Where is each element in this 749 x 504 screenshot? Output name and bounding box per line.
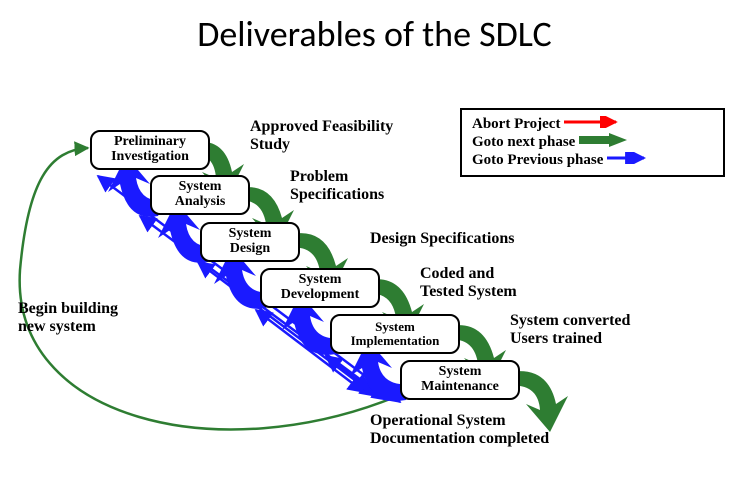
- deliverable-system-maintenance: Operational SystemDocumentation complete…: [370, 412, 549, 449]
- phase-system-development: SystemDevelopment: [260, 268, 380, 308]
- legend-abort: Abort Project: [472, 116, 713, 133]
- begin-building-label: Begin buildingnew system: [18, 300, 118, 336]
- diagram-title: Deliverables of the SDLC: [0, 12, 749, 56]
- deliverable-system-implementation: System convertedUsers trained: [510, 312, 630, 349]
- phase-preliminary-investigation: PreliminaryInvestigation: [90, 130, 210, 170]
- arrow-right-icon: [564, 116, 624, 133]
- phase-system-analysis: SystemAnalysis: [150, 175, 250, 215]
- arrow-right-icon: [607, 152, 652, 169]
- legend-prev-label: Goto Previous phase: [472, 152, 603, 169]
- deliverable-preliminary-investigation: Approved FeasibilityStudy: [250, 118, 393, 155]
- diagram-stage: Deliverables of the SDLC: [0, 0, 749, 504]
- deliverable-system-development: Coded andTested System: [420, 265, 517, 302]
- deliverable-system-analysis: ProblemSpecifications: [290, 168, 384, 205]
- deliverable-system-design: Design Specifications: [370, 230, 514, 248]
- legend-next: Goto next phase: [472, 133, 713, 152]
- legend-next-label: Goto next phase: [472, 134, 575, 151]
- arrow-right-icon: [579, 133, 629, 152]
- phase-system-implementation: SystemImplementation: [330, 314, 460, 354]
- legend-box: Abort Project Goto next phase Goto Previ…: [460, 108, 725, 177]
- legend-prev: Goto Previous phase: [472, 152, 713, 169]
- phase-system-maintenance: SystemMaintenance: [400, 360, 520, 400]
- phase-system-design: SystemDesign: [200, 222, 300, 262]
- legend-abort-label: Abort Project: [472, 116, 560, 133]
